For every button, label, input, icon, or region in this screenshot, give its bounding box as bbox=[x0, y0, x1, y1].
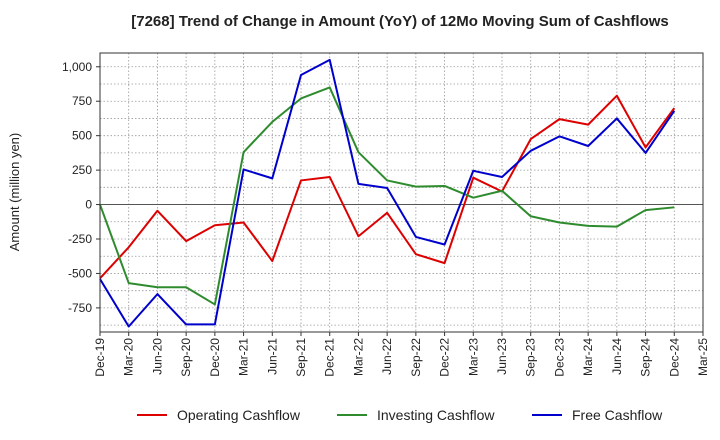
x-tick-label: Dec-23 bbox=[552, 338, 566, 377]
chart-title: [7268] Trend of Change in Amount (YoY) o… bbox=[131, 13, 669, 30]
x-tick-label: Sep-20 bbox=[179, 338, 193, 377]
y-tick-label: 1,000 bbox=[62, 60, 92, 74]
x-tick-label: Sep-23 bbox=[524, 338, 538, 377]
x-tick-label: Sep-24 bbox=[639, 338, 653, 377]
legend-label-free-cashflow: Free Cashflow bbox=[572, 407, 663, 423]
x-tick-label: Dec-22 bbox=[438, 338, 452, 377]
x-tick-label: Jun-23 bbox=[495, 338, 509, 375]
x-ticks: Dec-19 Mar-20 Jun-20 Sep-20 Dec-20 Mar-21 Jun-… bbox=[93, 332, 710, 377]
operating-cashflow-line bbox=[99, 94, 676, 279]
y-axis-label: Amount (million yen) bbox=[7, 133, 22, 252]
series-layer bbox=[99, 58, 676, 328]
free-cashflow-line bbox=[99, 58, 676, 328]
x-tick-label: Mar-25 bbox=[696, 338, 710, 376]
x-tick-label: Mar-23 bbox=[466, 338, 480, 376]
y-tick-label: -500 bbox=[68, 266, 92, 280]
legend-label-investing-cashflow: Investing Cashflow bbox=[377, 407, 495, 423]
y-tick-label: -750 bbox=[68, 301, 92, 315]
x-tick-label: Mar-21 bbox=[237, 338, 251, 376]
y-tick-label: 750 bbox=[72, 94, 92, 108]
x-tick-label: Sep-22 bbox=[409, 338, 423, 377]
x-tick-label: Dec-21 bbox=[323, 338, 337, 377]
x-tick-label: Mar-22 bbox=[351, 338, 365, 376]
x-tick-label: Jun-20 bbox=[150, 338, 164, 375]
investing-cashflow-line bbox=[99, 86, 675, 306]
x-tick-label: Jun-22 bbox=[380, 338, 394, 375]
y-tick-label: 250 bbox=[72, 163, 92, 177]
plot-frame bbox=[99, 52, 704, 333]
legend: Operating Cashflow Investing Cashflow Free… bbox=[137, 407, 663, 423]
x-tick-label: Mar-24 bbox=[581, 338, 595, 376]
x-tick-label: Sep-21 bbox=[294, 338, 308, 377]
x-tick-label: Jun-21 bbox=[265, 338, 279, 375]
y-ticks: -750 -500 -250 0 250 500 750 1,000 bbox=[62, 60, 100, 315]
x-tick-label: Dec-20 bbox=[208, 338, 222, 377]
y-tick-label: 0 bbox=[85, 198, 92, 212]
y-tick-label: -250 bbox=[68, 232, 92, 246]
grid bbox=[99, 53, 704, 332]
x-tick-label: Dec-19 bbox=[93, 338, 107, 377]
y-tick-label: 500 bbox=[72, 129, 92, 143]
x-tick-label: Dec-24 bbox=[667, 338, 681, 377]
x-tick-label: Mar-20 bbox=[122, 338, 136, 376]
legend-label-operating-cashflow: Operating Cashflow bbox=[177, 407, 301, 423]
x-tick-label: Jun-24 bbox=[610, 338, 624, 375]
